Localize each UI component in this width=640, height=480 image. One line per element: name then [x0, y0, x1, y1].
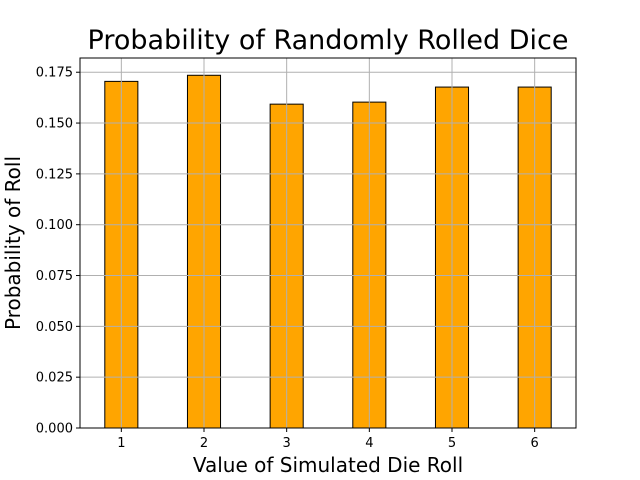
bars [104, 74, 552, 429]
y-tick-label: 0.125 [36, 167, 73, 182]
y-tick-label: 0.025 [36, 371, 73, 386]
chart-title: Probability of Randomly Rolled Dice [88, 25, 569, 56]
x-tick-label: 1 [117, 436, 125, 451]
x-tick-label: 3 [283, 436, 291, 451]
y-tick-label: 0.150 [36, 117, 73, 132]
x-tick-label: 6 [531, 436, 539, 451]
grid-lines [80, 58, 576, 429]
y-axis-label: Probability of Roll [1, 156, 25, 330]
x-axis-label: Value of Simulated Die Roll [193, 453, 463, 477]
x-tick-label: 5 [448, 436, 456, 451]
y-tick-label: 0.100 [36, 218, 73, 233]
x-tick-label: 4 [365, 436, 373, 451]
axis-ticks: 0.000 0.025 0.050 0.075 0.100 0.125 0.150 0.175… [36, 66, 539, 451]
plot-frame [79, 57, 577, 429]
y-tick-label: 0.000 [36, 422, 73, 437]
y-tick-label: 0.175 [36, 66, 73, 81]
x-tick-label: 2 [200, 436, 208, 451]
y-tick-label: 0.075 [36, 269, 73, 284]
y-tick-label: 0.050 [36, 320, 73, 335]
